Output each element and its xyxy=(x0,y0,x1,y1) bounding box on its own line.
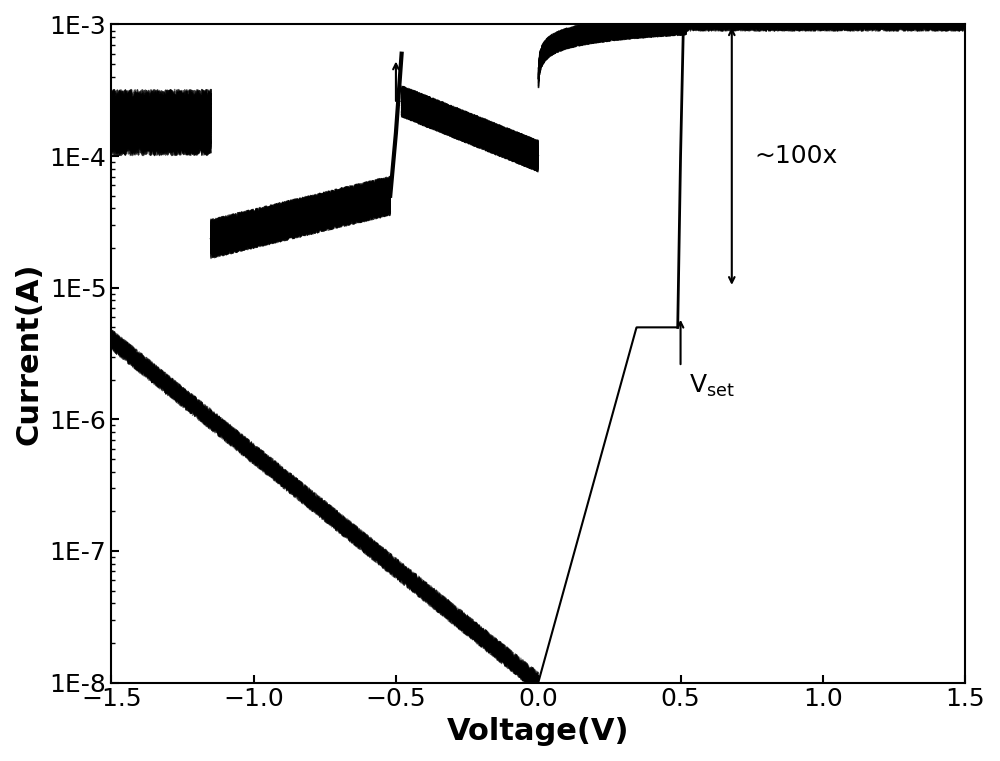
Y-axis label: Current(A): Current(A) xyxy=(15,263,44,444)
Text: V$_{\rm set}$: V$_{\rm set}$ xyxy=(689,373,735,399)
Text: ~100x: ~100x xyxy=(755,144,838,168)
Text: V$_{\rm reset}$: V$_{\rm reset}$ xyxy=(416,103,480,129)
X-axis label: Voltage(V): Voltage(V) xyxy=(447,717,629,746)
